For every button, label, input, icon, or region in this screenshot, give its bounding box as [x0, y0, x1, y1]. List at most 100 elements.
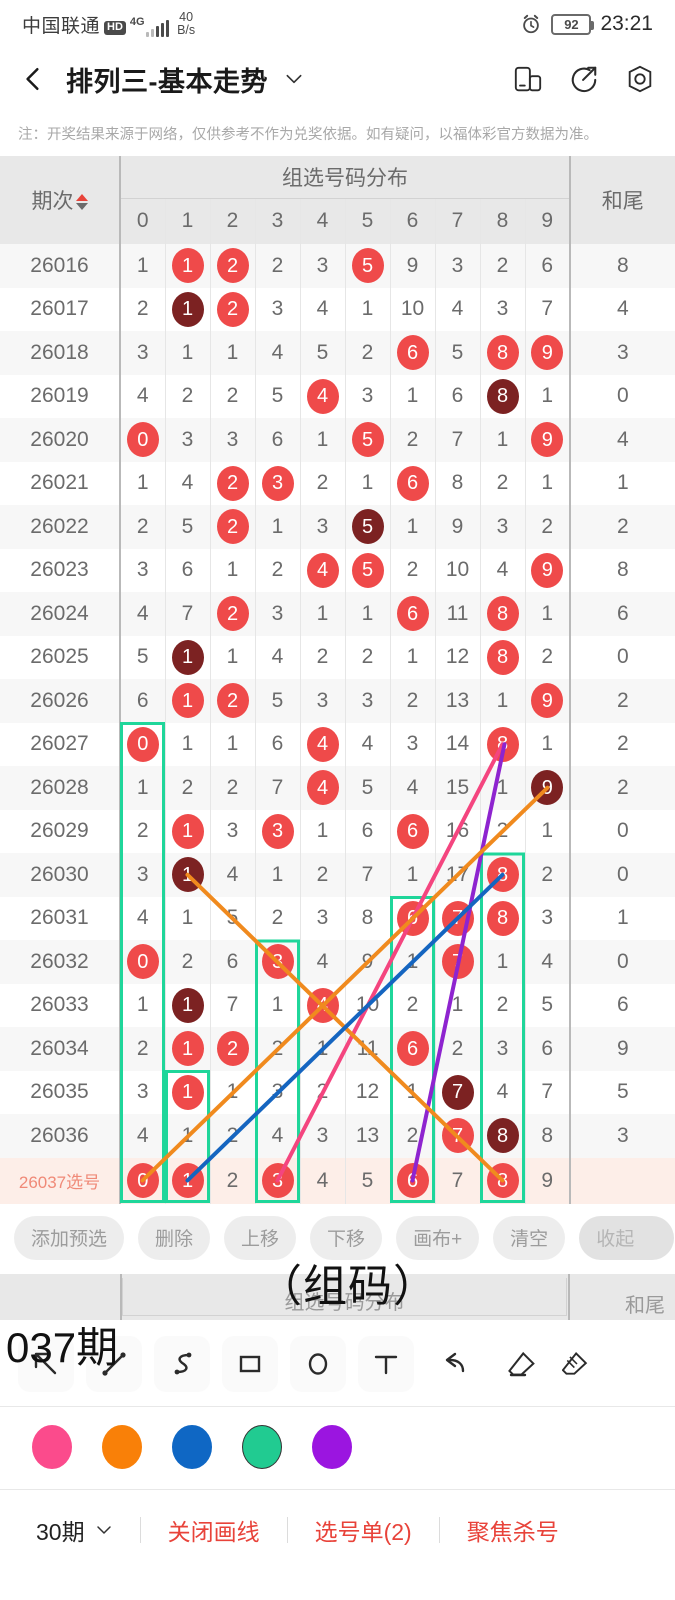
table-row[interactable]: 26024 4 7 2 3 1 1 6 11 8 1 6 — [0, 592, 675, 636]
cell-digit-2[interactable]: 1 — [210, 1070, 256, 1114]
cell-digit-7[interactable]: 13 — [435, 679, 481, 723]
digit-header-5[interactable]: 5 — [345, 198, 391, 244]
cell-digit-7[interactable]: 16 — [435, 809, 481, 853]
pick-list-button[interactable]: 选号单(2) — [314, 1518, 412, 1545]
cell-digit-1[interactable]: 7 — [165, 592, 211, 636]
cell-digit-4[interactable]: 1 — [300, 592, 346, 636]
table-row[interactable]: 26023 3 6 1 2 4 5 2 10 4 9 8 — [0, 548, 675, 592]
cell-digit-5[interactable]: 9 — [345, 940, 391, 984]
cell-digit-4[interactable]: 2 — [300, 635, 346, 679]
table-row[interactable]: 26019 4 2 2 5 4 3 1 6 8 1 0 — [0, 374, 675, 418]
cell-digit-0[interactable]: 3 — [120, 853, 166, 897]
green-swatch[interactable] — [242, 1424, 282, 1469]
split-screen-icon[interactable] — [513, 64, 543, 94]
cell-digit-0[interactable]: 2 — [120, 287, 166, 331]
cell-digit-0[interactable]: 1 — [120, 244, 166, 288]
cell-digit-0[interactable]: 4 — [120, 592, 166, 636]
cell-digit-9[interactable]: 6 — [525, 244, 571, 288]
purple-swatch[interactable] — [312, 1424, 352, 1469]
cell-digit-9[interactable]: 3 — [525, 896, 571, 940]
cell-digit-9[interactable]: 5 — [525, 983, 571, 1027]
cell-digit-7[interactable]: 14 — [435, 722, 481, 766]
cell-digit-6[interactable]: 2 — [390, 1114, 436, 1158]
cell-digit-3[interactable]: 4 — [255, 331, 301, 375]
cell-digit-6[interactable]: 1 — [390, 635, 436, 679]
cell-digit-3[interactable]: 2 — [255, 244, 301, 288]
blue-swatch[interactable] — [172, 1424, 212, 1469]
cell-digit-4[interactable]: 3 — [300, 505, 346, 549]
cell-digit-1[interactable]: 1 — [165, 331, 211, 375]
cell-digit-3[interactable]: 2 — [255, 548, 301, 592]
cell-digit-6[interactable]: 6 — [390, 896, 436, 940]
cell-digit-4[interactable]: 3 — [300, 679, 346, 723]
cell-digit-7[interactable]: 7 — [435, 896, 481, 940]
cell-digit-5[interactable]: 13 — [345, 1114, 391, 1158]
pick-cell-6[interactable]: 6 — [390, 1157, 436, 1204]
pink-swatch[interactable] — [32, 1424, 72, 1469]
cell-digit-1[interactable]: 1 — [165, 809, 211, 853]
table-row[interactable]: 26016 1 1 2 2 3 5 9 3 2 6 8 — [0, 244, 675, 288]
cell-digit-3[interactable]: 6 — [255, 722, 301, 766]
cell-digit-2[interactable]: 7 — [210, 983, 256, 1027]
cell-digit-2[interactable]: 1 — [210, 331, 256, 375]
cell-digit-5[interactable]: 1 — [345, 287, 391, 331]
clear-all-icon[interactable] — [562, 1336, 592, 1392]
cell-digit-5[interactable]: 6 — [345, 809, 391, 853]
cell-digit-9[interactable]: 2 — [525, 505, 571, 549]
cell-digit-4[interactable]: 2 — [300, 461, 346, 505]
pick-cell-2[interactable]: 2 — [210, 1157, 256, 1204]
table-row[interactable]: 26028 1 2 2 7 4 5 4 15 1 9 2 — [0, 766, 675, 810]
cell-digit-2[interactable]: 2 — [210, 244, 256, 288]
cell-digit-1[interactable]: 2 — [165, 940, 211, 984]
cell-digit-4[interactable]: 4 — [300, 940, 346, 984]
cell-digit-3[interactable]: 3 — [255, 1070, 301, 1114]
chip-上移[interactable]: 上移 — [224, 1215, 297, 1260]
pick-cell-7[interactable]: 7 — [435, 1157, 481, 1204]
cell-digit-3[interactable]: 3 — [255, 287, 301, 331]
cell-digit-8[interactable]: 1 — [480, 940, 526, 984]
cell-digit-0[interactable]: 1 — [120, 461, 166, 505]
cell-digit-3[interactable]: 1 — [255, 505, 301, 549]
pick-cell-8[interactable]: 8 — [480, 1157, 526, 1204]
cell-digit-5[interactable]: 4 — [345, 722, 391, 766]
cell-digit-4[interactable]: 4 — [300, 374, 346, 418]
cell-digit-9[interactable]: 1 — [525, 809, 571, 853]
cell-digit-4[interactable]: 4 — [300, 983, 346, 1027]
cell-digit-6[interactable]: 6 — [390, 1027, 436, 1071]
cell-digit-2[interactable]: 1 — [210, 548, 256, 592]
pick-cell-4[interactable]: 4 — [300, 1157, 346, 1204]
table-row[interactable]: 26036 4 1 2 4 3 13 2 7 8 8 3 — [0, 1114, 675, 1158]
table-row[interactable]: 26029 2 1 3 3 1 6 6 16 2 1 0 — [0, 809, 675, 853]
cursor-arrow-icon[interactable] — [18, 1335, 74, 1392]
cell-digit-6[interactable]: 9 — [390, 244, 436, 288]
cell-digit-4[interactable]: 4 — [300, 287, 346, 331]
digit-header-3[interactable]: 3 — [255, 198, 301, 244]
chip-添加预选[interactable]: 添加预选 — [14, 1215, 125, 1260]
cell-digit-6[interactable]: 2 — [390, 679, 436, 723]
cell-digit-8[interactable]: 8 — [480, 635, 526, 679]
cell-digit-3[interactable]: 5 — [255, 679, 301, 723]
cell-digit-0[interactable]: 2 — [120, 505, 166, 549]
cell-digit-8[interactable]: 8 — [480, 331, 526, 375]
cell-digit-3[interactable]: 6 — [255, 418, 301, 462]
cell-digit-2[interactable]: 2 — [210, 592, 256, 636]
cell-digit-5[interactable]: 1 — [345, 461, 391, 505]
cell-digit-0[interactable]: 0 — [120, 940, 166, 984]
chip-画布+[interactable]: 画布+ — [396, 1215, 480, 1260]
cell-digit-8[interactable]: 2 — [480, 983, 526, 1027]
chip-下移[interactable]: 下移 — [310, 1215, 383, 1260]
cell-digit-8[interactable]: 8 — [480, 722, 526, 766]
cell-digit-8[interactable]: 2 — [480, 809, 526, 853]
cell-digit-4[interactable]: 2 — [300, 1070, 346, 1114]
cell-digit-9[interactable]: 9 — [525, 766, 571, 810]
cell-digit-8[interactable]: 3 — [480, 287, 526, 331]
cell-digit-5[interactable]: 1 — [345, 592, 391, 636]
column-header-period[interactable]: 期次 — [0, 156, 121, 244]
digit-header-4[interactable]: 4 — [300, 198, 346, 244]
focus-kill-button[interactable]: 聚焦杀号 — [466, 1518, 559, 1545]
cell-digit-4[interactable]: 1 — [300, 418, 346, 462]
cell-digit-8[interactable]: 8 — [480, 374, 526, 418]
cell-digit-0[interactable]: 6 — [120, 679, 166, 723]
cell-digit-7[interactable]: 15 — [435, 766, 481, 810]
cell-digit-9[interactable]: 4 — [525, 940, 571, 984]
